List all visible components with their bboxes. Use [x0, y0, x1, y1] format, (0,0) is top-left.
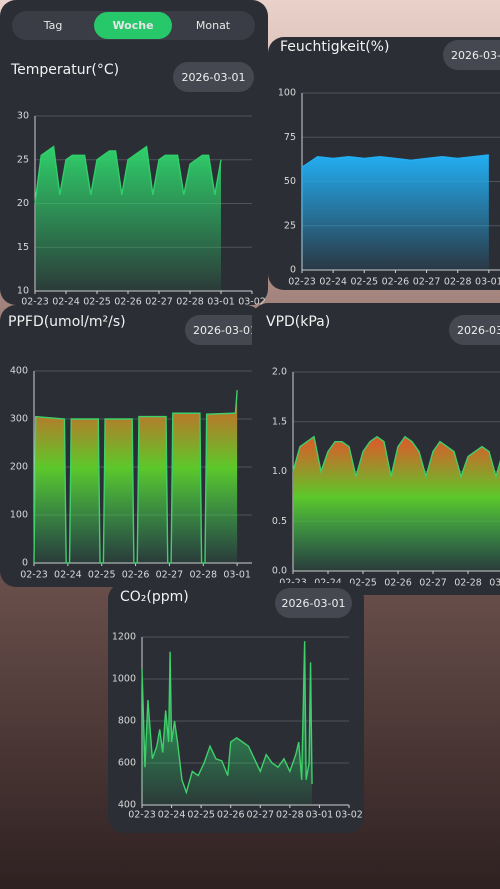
y-tick-label: 15: [17, 242, 29, 253]
y-tick-label: 0.0: [272, 566, 287, 577]
y-tick-label: 0.5: [272, 516, 287, 527]
tab-active: [94, 12, 172, 39]
x-tick-label: 02-26: [217, 810, 245, 821]
x-tick-label: 02-27: [413, 277, 441, 288]
x-tick-label: 02-23: [288, 277, 316, 288]
y-tick-label: 0: [290, 265, 296, 276]
date-button[interactable]: [275, 588, 352, 618]
y-tick-label: 1000: [112, 674, 136, 685]
y-tick-label: 1200: [112, 632, 136, 643]
x-tick-label: 03-01: [207, 297, 235, 308]
area-fill: [35, 146, 221, 291]
x-tick-label: 03-01: [489, 578, 500, 589]
x-tick-label: 03-02: [238, 297, 266, 308]
chart-title: PPFD(umol/m²/s): [8, 314, 126, 330]
y-tick-label: 1.5: [272, 416, 287, 427]
chart-card: Feuchtigkeit(%) 2026-03-01 0 25 50 75 100 02-23…: [268, 37, 500, 290]
chart-card: VPD(kPa)2026-03-010.00.51.01.52.002-2302…: [252, 303, 500, 595]
y-tick-label: 1.0: [272, 466, 287, 477]
data-line: [33, 390, 238, 564]
data-line: [141, 641, 313, 795]
x-tick-label: 03-01: [223, 570, 251, 581]
y-tick-label: 400: [10, 366, 28, 377]
x-tick-label: 02-25: [88, 570, 116, 581]
chart-title: Feuchtigkeit(%): [280, 39, 389, 55]
x-tick-label: 02-24: [52, 297, 80, 308]
x-tick-label: 02-24: [158, 810, 186, 821]
tab[interactable]: Monat: [196, 19, 231, 32]
date-label[interactable]: 2026-03-01: [282, 597, 346, 610]
y-tick-label: 800: [118, 716, 136, 727]
data-line: [292, 435, 500, 480]
date-button[interactable]: [449, 315, 500, 345]
chart-title: Temperatur(°C): [10, 62, 119, 78]
area-fill: [142, 641, 313, 805]
area-fill: [293, 436, 500, 571]
y-tick-label: 20: [17, 198, 29, 209]
x-tick-label: 02-28: [454, 578, 482, 589]
date-button[interactable]: [443, 40, 500, 70]
y-tick-label: 25: [284, 220, 296, 231]
chart-title: VPD(kPa): [266, 314, 330, 330]
x-tick-label: 02-27: [419, 578, 447, 589]
chart-card: PPFD(umol/m²/s) 2026-03-01 0 100 200 300 400 02…: [0, 305, 265, 587]
date-label[interactable]: 2026-03-01: [193, 324, 257, 337]
chart-title: CO₂(ppm): [120, 589, 189, 605]
chart-card: Tag Woche Monat Temperatur(°C) 2026-03-01 10 1…: [0, 0, 268, 308]
y-tick-label: 75: [284, 132, 296, 143]
x-tick-label: 02-26: [384, 578, 412, 589]
x-tick-label: 02-25: [83, 297, 111, 308]
x-tick-label: 02-27: [156, 570, 184, 581]
y-tick-label: 200: [10, 462, 28, 473]
x-tick-label: 02-25: [187, 810, 215, 821]
tab[interactable]: Tag: [43, 19, 63, 32]
date-label[interactable]: 2026-03-01: [451, 49, 500, 62]
date-label[interactable]: 2026-03-01: [457, 324, 500, 337]
x-tick-label: 02-25: [349, 578, 377, 589]
x-tick-label: 03-02: [335, 810, 363, 821]
x-tick-label: 02-28: [276, 810, 304, 821]
y-tick-label: 300: [10, 414, 28, 425]
y-tick-label: 10: [17, 286, 29, 297]
x-tick-label: 03-01: [475, 277, 500, 288]
y-tick-label: 25: [17, 154, 29, 165]
y-tick-label: 30: [17, 111, 29, 122]
x-tick-label: 02-24: [54, 570, 82, 581]
date-label[interactable]: 2026-03-01: [182, 71, 246, 84]
y-tick-label: 600: [118, 758, 136, 769]
x-tick-label: 02-28: [189, 570, 217, 581]
y-tick-label: 400: [118, 800, 136, 811]
x-tick-label: 02-23: [20, 570, 48, 581]
x-tick-label: 02-25: [350, 277, 378, 288]
date-button[interactable]: [173, 62, 254, 92]
x-tick-label: 02-26: [382, 277, 410, 288]
area-fill: [34, 390, 238, 563]
x-tick-label: 02-27: [246, 810, 274, 821]
x-tick-label: 02-27: [145, 297, 173, 308]
y-tick-label: 50: [284, 176, 296, 187]
area-fill: [302, 154, 489, 270]
x-tick-label: 02-28: [176, 297, 204, 308]
y-tick-label: 100: [10, 510, 28, 521]
tab[interactable]: Woche: [112, 19, 153, 32]
x-tick-label: 02-26: [122, 570, 150, 581]
x-tick-label: 02-23: [128, 810, 156, 821]
data-line: [34, 145, 222, 204]
chart-card: CO₂(ppm) 2026-03-01 400 600 800 1000 1200 02-23…: [108, 583, 364, 833]
x-tick-label: 02-24: [319, 277, 347, 288]
x-tick-label: 02-26: [114, 297, 142, 308]
x-tick-label: 03-01: [306, 810, 334, 821]
data-line: [301, 154, 489, 168]
y-tick-label: 0: [22, 558, 28, 569]
y-tick-label: 100: [278, 88, 296, 99]
x-tick-label: 02-23: [21, 297, 49, 308]
date-button[interactable]: [185, 315, 265, 345]
x-tick-label: 02-28: [444, 277, 472, 288]
y-tick-label: 2.0: [272, 367, 287, 378]
